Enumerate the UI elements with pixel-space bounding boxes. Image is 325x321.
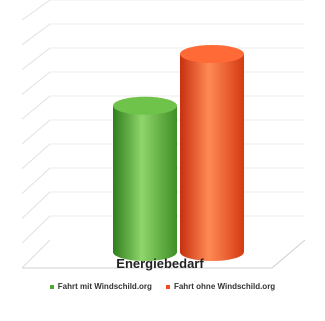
- gridline-left-4: [21, 143, 51, 170]
- legend-item-mit: Fahrt mit Windschild.org: [49, 282, 152, 291]
- bars: [113, 45, 244, 261]
- gridlines: [21, 0, 306, 269]
- gridline-left-7: [21, 71, 51, 95]
- floor-right-edge: [271, 239, 306, 269]
- gridline-left-2: [21, 191, 51, 219]
- legend-label-mit: Fahrt mit Windschild.org: [57, 282, 152, 291]
- bar-top-1: [180, 45, 244, 63]
- legend-swatch-green: [49, 284, 54, 289]
- bar-ohne: [180, 45, 244, 261]
- gridline-left-6: [21, 95, 51, 120]
- gridline-left-1: [21, 215, 51, 244]
- floor-left-edge: [21, 239, 51, 269]
- legend-swatch-red: [165, 284, 170, 289]
- bar-body-1: [180, 54, 244, 261]
- bar-mit: [113, 96, 177, 261]
- gridline-left-3: [21, 167, 51, 194]
- gridline-left-5: [21, 119, 51, 145]
- bar-body-0: [113, 105, 177, 261]
- gridline-left-8: [21, 47, 51, 70]
- gridline-left-10: [21, 0, 51, 21]
- legend-item-ohne: Fahrt ohne Windschild.org: [165, 282, 276, 291]
- legend: Fahrt mit Windschild.org Fahrt ohne Wind…: [0, 282, 325, 291]
- legend-label-ohne: Fahrt ohne Windschild.org: [173, 282, 276, 291]
- category-label: Energiebedarf: [116, 256, 204, 271]
- bar-top-0: [113, 96, 177, 115]
- gridline-left-9: [21, 23, 51, 46]
